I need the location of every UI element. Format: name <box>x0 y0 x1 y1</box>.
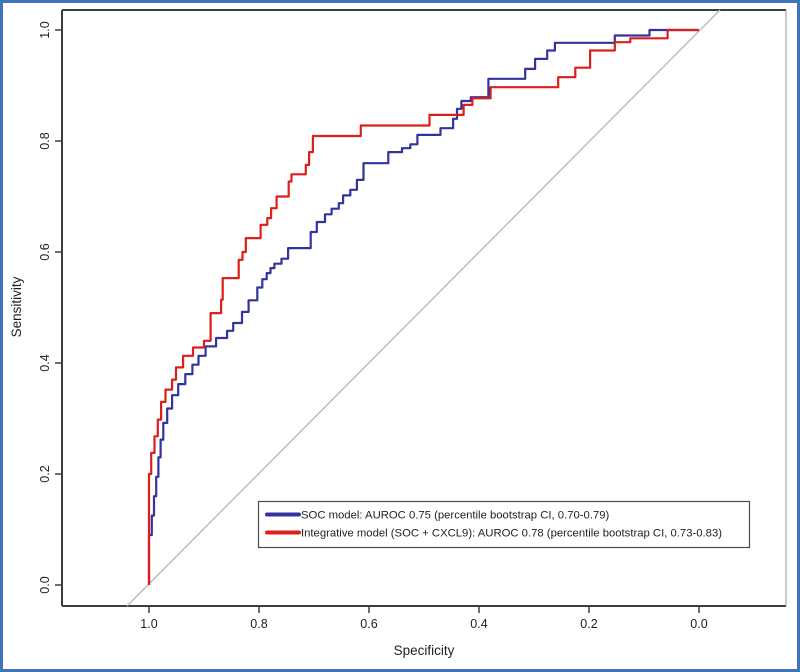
integrative-roc-curve <box>147 28 699 585</box>
y-tick-label: 0.8 <box>38 132 52 149</box>
x-tick-label: 0.6 <box>360 617 377 631</box>
chance-diagonal-line <box>126 9 721 607</box>
legend: SOC model: AUROC 0.75 (percentile bootst… <box>257 500 751 549</box>
soc-roc-curve <box>147 28 699 585</box>
y-axis-ticks: 0.0 0.2 0.4 0.6 0.8 1.0 <box>38 21 62 594</box>
x-tick-label: 0.0 <box>690 617 707 631</box>
legend-label-integrative: Integrative model (SOC + CXCL9): AUROC 0… <box>301 528 722 540</box>
y-tick-label: 1.0 <box>38 21 52 38</box>
x-tick-label: 1.0 <box>140 617 157 631</box>
x-tick-label: 0.2 <box>580 617 597 631</box>
y-tick-label: 0.4 <box>38 354 52 371</box>
legend-label-soc: SOC model: AUROC 0.75 (percentile bootst… <box>301 510 610 522</box>
x-axis-title: Specificity <box>394 643 455 658</box>
x-tick-label: 0.4 <box>470 617 487 631</box>
y-tick-label: 0.0 <box>38 576 52 593</box>
x-axis-ticks: 1.0 0.8 0.6 0.4 0.2 0.0 <box>140 606 708 631</box>
legend-box <box>257 500 751 549</box>
x-tick-label: 0.8 <box>250 617 267 631</box>
y-axis-title: Sensitivity <box>9 276 24 337</box>
y-tick-label: 0.2 <box>38 465 52 482</box>
y-tick-label: 0.6 <box>38 243 52 260</box>
